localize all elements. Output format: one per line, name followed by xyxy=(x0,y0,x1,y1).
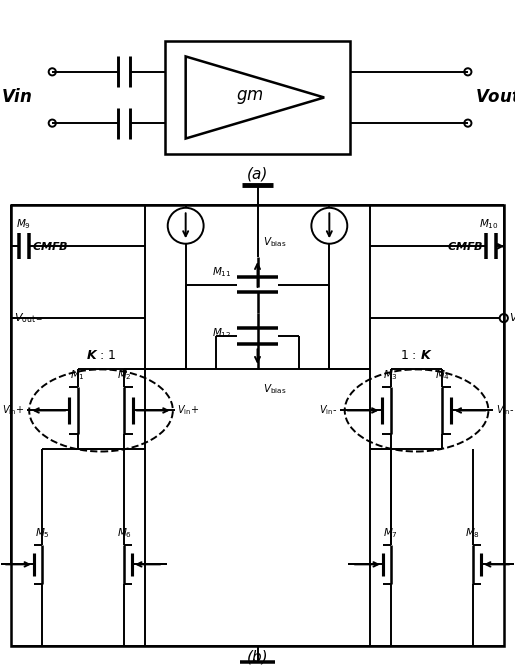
Text: $\bfit{Vin}$: $\bfit{Vin}$ xyxy=(1,89,32,107)
Text: $V_{\rm in}$+: $V_{\rm in}$+ xyxy=(3,404,25,418)
Text: $V_{\rm in}$-: $V_{\rm in}$- xyxy=(495,404,514,418)
Text: $M_{11}$: $M_{11}$ xyxy=(212,265,232,279)
Text: $M_2$: $M_2$ xyxy=(117,368,131,382)
Text: $V_{\rm bias}$: $V_{\rm bias}$ xyxy=(263,382,286,396)
Bar xyxy=(165,41,350,154)
Text: $M_1$: $M_1$ xyxy=(71,368,85,382)
Text: $M_3$: $M_3$ xyxy=(383,368,399,382)
Text: $V_{\rm bias}$: $V_{\rm bias}$ xyxy=(263,235,286,249)
Text: $M_{12}$: $M_{12}$ xyxy=(212,327,232,340)
Text: $M_{10}$: $M_{10}$ xyxy=(479,217,499,231)
Text: $M_7$: $M_7$ xyxy=(384,526,399,540)
Bar xyxy=(11,205,504,646)
Polygon shape xyxy=(186,57,324,139)
Text: $M_8$: $M_8$ xyxy=(466,526,480,540)
Text: 1 : $\bfit{K}$: 1 : $\bfit{K}$ xyxy=(400,349,433,362)
Text: $\bfit{K}$ : 1: $\bfit{K}$ : 1 xyxy=(85,349,116,362)
Text: $V_{\rm in}$-: $V_{\rm in}$- xyxy=(319,404,337,418)
Text: $M_4$: $M_4$ xyxy=(435,368,450,382)
Text: $M_5$: $M_5$ xyxy=(35,526,49,540)
Text: $M_9$: $M_9$ xyxy=(16,217,31,231)
Text: $\bfit{CMFB}$: $\bfit{CMFB}$ xyxy=(447,240,483,252)
Text: $V_{\rm out+}$: $V_{\rm out+}$ xyxy=(509,311,515,325)
Text: $\bfit{Vout}$: $\bfit{Vout}$ xyxy=(475,89,515,107)
Text: (b): (b) xyxy=(247,650,268,664)
Text: $\it{gm}$: $\it{gm}$ xyxy=(236,89,264,107)
Text: (a): (a) xyxy=(247,167,268,182)
Text: $V_{\rm in}$+: $V_{\rm in}$+ xyxy=(178,404,200,418)
Text: $V_{\rm out-}$: $V_{\rm out-}$ xyxy=(14,311,43,325)
Text: $M_6$: $M_6$ xyxy=(116,526,132,540)
Text: $\bfit{CMFB}$: $\bfit{CMFB}$ xyxy=(32,240,68,252)
